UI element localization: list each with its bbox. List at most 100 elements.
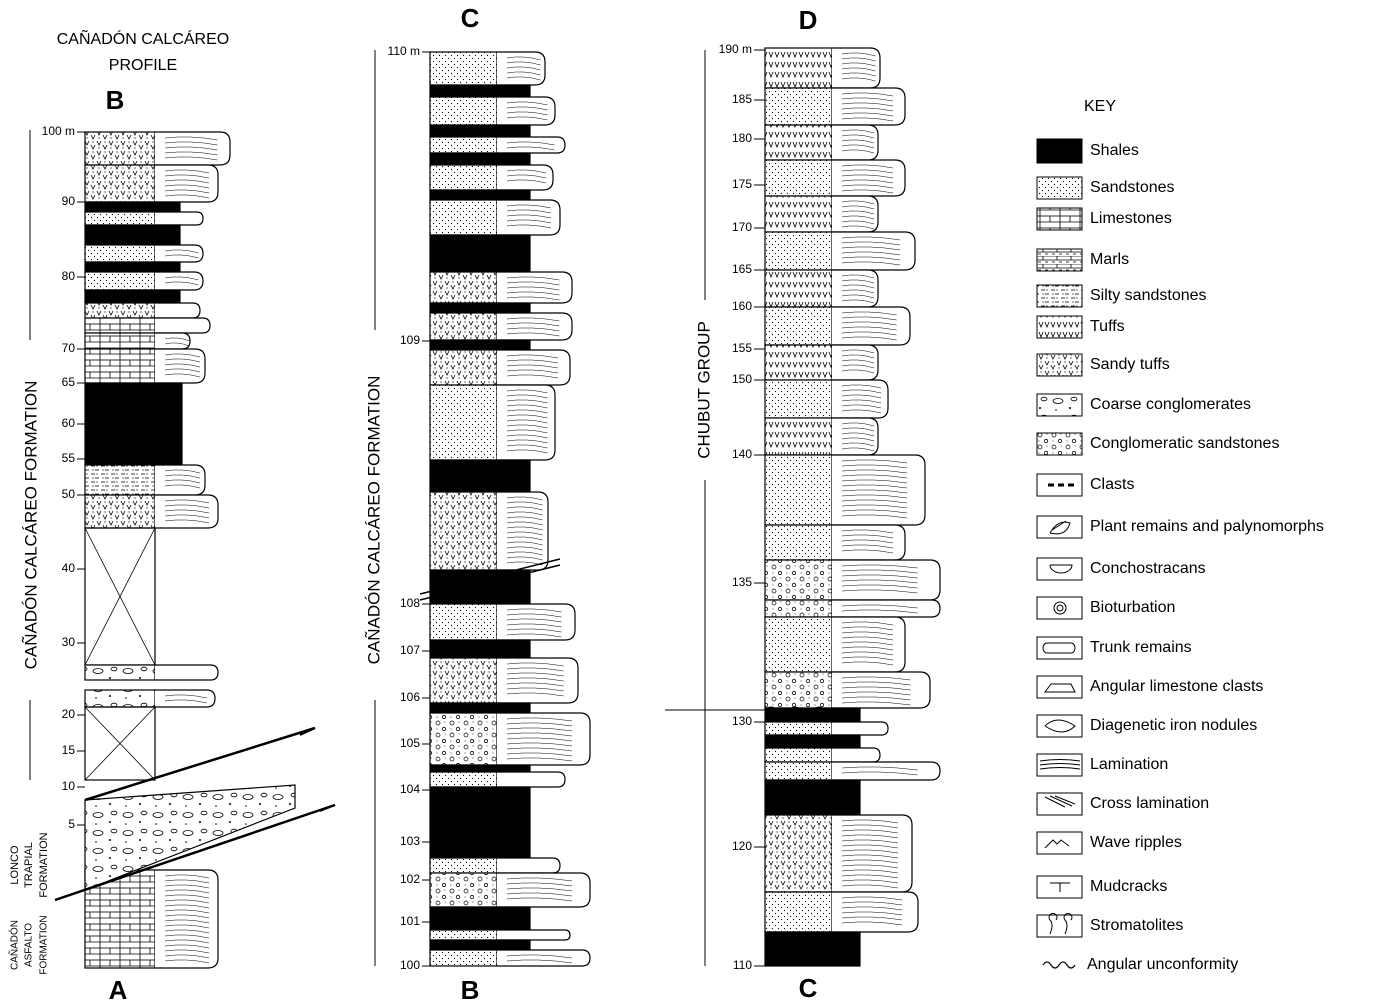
profile — [832, 762, 940, 780]
depth-label: 190 m — [719, 42, 752, 56]
lithology — [430, 52, 497, 85]
lithology — [765, 232, 832, 270]
lithology — [85, 212, 155, 225]
depth-label: 110 m — [388, 44, 420, 58]
formation-label: LONCO — [9, 845, 21, 885]
lithology — [85, 465, 155, 495]
depth-label: 40 — [62, 561, 76, 575]
lithology — [765, 418, 832, 455]
depth-label: 110 — [733, 958, 752, 972]
formation-label: FORMATION — [38, 832, 50, 897]
depth-label: 135 — [732, 575, 752, 589]
lithology — [430, 200, 497, 235]
formation-label: ASFALTO — [24, 923, 35, 967]
profile — [832, 88, 905, 125]
profile — [832, 560, 940, 600]
key-symbol — [1037, 558, 1082, 580]
lithology — [430, 165, 497, 190]
key-label: Lamination — [1090, 756, 1168, 773]
shale-bed — [430, 340, 530, 350]
lithology — [765, 455, 832, 525]
key-label: Stromatolites — [1090, 917, 1183, 934]
shale-bed — [430, 303, 530, 313]
key-symbol — [1037, 316, 1082, 338]
lithology — [430, 492, 497, 570]
key-label: Plant remains and palynomorphs — [1090, 518, 1324, 535]
shale-bed — [765, 735, 860, 748]
key-label: Tuffs — [1090, 318, 1125, 335]
shale-bed — [430, 907, 530, 930]
depth-label: 150 — [732, 372, 752, 386]
lithology — [430, 350, 497, 385]
diagram: CAÑADÓN CALCÁREOPROFILEBA100 m9080706560… — [0, 0, 1381, 1004]
depth-label: 90 — [62, 194, 76, 208]
section-top-label: B — [106, 85, 125, 115]
section-top-label: D — [799, 5, 818, 35]
lithology — [765, 525, 832, 560]
key-label: Bioturbation — [1090, 599, 1175, 616]
shale-bed — [430, 190, 530, 200]
key-title: KEY — [1084, 98, 1116, 115]
lithology — [765, 815, 832, 892]
title: CAÑADÓN CALCÁREO — [57, 28, 229, 48]
profile — [832, 380, 888, 418]
lithology — [85, 303, 155, 318]
lithology — [430, 950, 497, 966]
key-label: Angular limestone clasts — [1090, 678, 1263, 695]
key-symbol — [1037, 177, 1082, 199]
profile — [832, 345, 878, 380]
depth-label: 100 m — [42, 124, 75, 138]
profile — [155, 165, 218, 202]
shale-bed — [765, 780, 860, 815]
lithology — [765, 380, 832, 418]
lithology — [430, 313, 497, 340]
key-label: Shales — [1090, 142, 1139, 159]
lithology — [765, 722, 832, 735]
profile — [832, 722, 888, 735]
depth-label: 120 — [732, 839, 752, 853]
depth-label: 160 — [732, 299, 752, 313]
depth-label: 104 — [400, 782, 420, 796]
lithology — [85, 318, 155, 333]
lithology — [85, 349, 155, 383]
depth-label: 10 — [62, 779, 76, 793]
profile — [155, 870, 218, 968]
key-symbol — [1037, 676, 1082, 698]
profile — [832, 748, 880, 762]
drawing: CAÑADÓN CALCÁREOPROFILEBA100 m9080706560… — [8, 3, 1324, 1004]
shale-bed — [85, 262, 180, 272]
depth-label: 15 — [62, 743, 76, 757]
depth-label: 140 — [732, 447, 752, 461]
depth-label: 80 — [62, 269, 76, 283]
key-glyph — [1043, 962, 1075, 968]
lithology — [765, 560, 832, 600]
profile — [832, 125, 878, 160]
key-label: Conchostracans — [1090, 560, 1206, 577]
shale-bed — [430, 765, 530, 772]
profile — [155, 212, 203, 225]
depth-label: 30 — [62, 635, 76, 649]
profile — [832, 600, 940, 617]
section-bottom-label: B — [461, 975, 480, 1004]
depth-label: 65 — [62, 375, 76, 389]
lithology — [85, 665, 155, 680]
profile — [497, 658, 578, 703]
depth-label: 106 — [400, 690, 420, 704]
key-label: Sandy tuffs — [1090, 356, 1170, 373]
key-label: Cross lamination — [1090, 795, 1209, 812]
depth-label: 70 — [62, 341, 76, 355]
key-label: Conglomeratic sandstones — [1090, 435, 1279, 452]
profile — [497, 492, 548, 570]
section-bottom-label: C — [799, 973, 818, 1003]
key-symbol — [1037, 139, 1082, 163]
lithology — [765, 762, 832, 780]
formation-label: CAÑADÓN — [8, 920, 21, 970]
key-symbol — [1037, 915, 1082, 937]
profile — [832, 418, 878, 455]
shale-bed — [85, 225, 180, 245]
profile — [155, 333, 190, 349]
lithology — [430, 658, 497, 703]
profile — [497, 137, 565, 153]
lithology — [430, 713, 497, 765]
lithology — [85, 333, 155, 349]
